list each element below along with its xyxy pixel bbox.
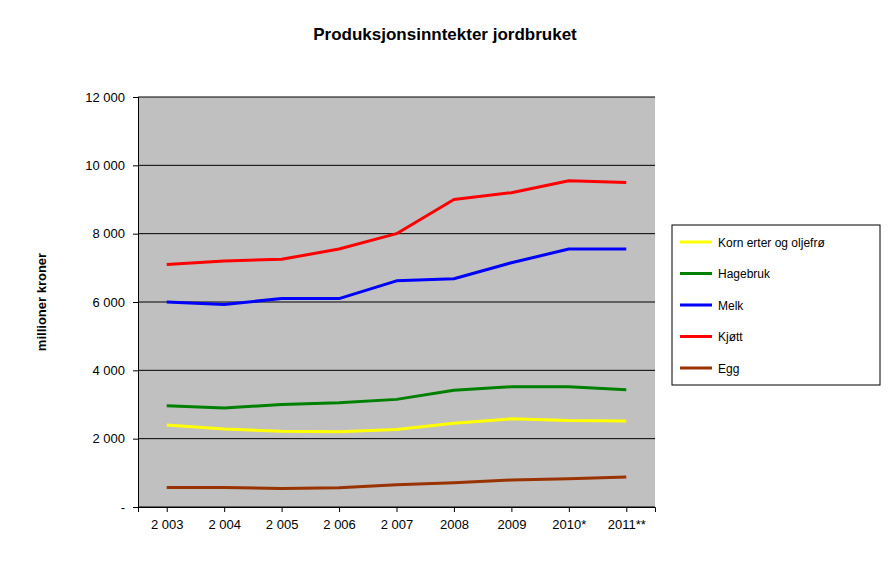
- y-axis: - 2 000 4 000 6 000 8 000 10 000 12 000: [85, 90, 138, 515]
- legend-swatch: [680, 304, 712, 307]
- title: Produksjonsinntekter jordbruket: [313, 25, 577, 44]
- legend-swatch: [680, 335, 712, 338]
- tick-label: 6 000: [92, 295, 125, 310]
- tick-label: 2 007: [381, 517, 414, 532]
- tick: 2011**: [608, 507, 646, 532]
- tick: 6 000: [92, 295, 138, 310]
- series-line: [167, 249, 627, 304]
- tick: 2010*: [552, 507, 586, 532]
- series-line: [167, 477, 627, 489]
- legend-swatch: [680, 241, 712, 244]
- legend-box: [672, 225, 880, 385]
- legend-label: Kjøtt: [718, 330, 743, 344]
- series-lines: [167, 181, 627, 489]
- axis-title: millioner kroner: [34, 253, 49, 351]
- tick-mark: [397, 507, 398, 512]
- legend-label: Hagebruk: [718, 267, 771, 281]
- tick-label: 8 000: [92, 226, 125, 241]
- grid-line: [138, 302, 655, 303]
- tick-mark: [133, 439, 138, 440]
- grid: [138, 97, 655, 507]
- tick-mark: [133, 234, 138, 235]
- x-axis: 2 003 2 004 2 005 2 006 2 007 2008 2009 2010* 20…: [139, 507, 656, 532]
- plot-area: [138, 97, 655, 507]
- tick-label: -: [121, 500, 125, 515]
- tick-label: 2 006: [323, 517, 356, 532]
- series-line: [167, 181, 627, 265]
- tick-mark: [167, 507, 168, 512]
- tick: 2008: [440, 507, 469, 532]
- legend: Korn erter og oljefrø Hagebruk Melk Kjøtt Eg…: [672, 225, 880, 385]
- tick-mark: [339, 507, 340, 512]
- legend-swatch: [680, 367, 712, 370]
- tick-label: 4 000: [92, 363, 125, 378]
- series-line: [167, 419, 627, 432]
- legend-label: Melk: [718, 299, 744, 313]
- axis-line: [133, 98, 139, 508]
- tick-mark: [224, 507, 225, 512]
- tick: 2009: [497, 507, 526, 532]
- tick: 2 007: [381, 507, 414, 532]
- grid-line: [138, 438, 655, 439]
- tick-mark: [569, 507, 570, 512]
- tick-label: 10 000: [85, 158, 125, 173]
- tick: 2 005: [266, 507, 299, 532]
- tick-label: 2 005: [266, 517, 299, 532]
- tick-label: 2 004: [208, 517, 241, 532]
- legend-swatch: [680, 272, 712, 275]
- tick: 10 000: [85, 158, 138, 173]
- grid-line: [138, 370, 655, 371]
- tick: -: [121, 500, 138, 515]
- tick-mark: [282, 507, 283, 512]
- tick-label: 2 003: [151, 517, 184, 532]
- tick: 2 000: [92, 431, 138, 446]
- tick-mark: [626, 507, 627, 512]
- tick-mark: [133, 507, 138, 508]
- tick-mark: [133, 97, 138, 98]
- tick-mark: [454, 507, 455, 512]
- tick-label: 2008: [440, 517, 469, 532]
- tick: 2 003: [151, 507, 184, 532]
- axis-line: [139, 508, 656, 513]
- tick-mark: [133, 302, 138, 303]
- tick-mark: [133, 165, 138, 166]
- tick-label: 2010*: [552, 517, 586, 532]
- legend-label: Egg: [718, 362, 739, 376]
- tick: 8 000: [92, 226, 138, 241]
- tick-mark: [511, 507, 512, 512]
- series-line: [167, 387, 627, 408]
- tick: 12 000: [85, 90, 138, 105]
- tick-mark: [133, 370, 138, 371]
- tick: 2 004: [208, 507, 241, 532]
- tick: 4 000: [92, 363, 138, 378]
- tick-label: 12 000: [85, 90, 125, 105]
- tick-label: 2009: [497, 517, 526, 532]
- chart: Produksjonsinntekter jordbruket - 2 000 4 0…: [0, 0, 889, 570]
- tick-label: 2 000: [92, 431, 125, 446]
- tick-label: 2011**: [608, 517, 646, 532]
- tick: 2 006: [323, 507, 356, 532]
- grid-line: [138, 97, 655, 98]
- grid-line: [138, 165, 655, 166]
- legend-label: Korn erter og oljefrø: [718, 236, 825, 250]
